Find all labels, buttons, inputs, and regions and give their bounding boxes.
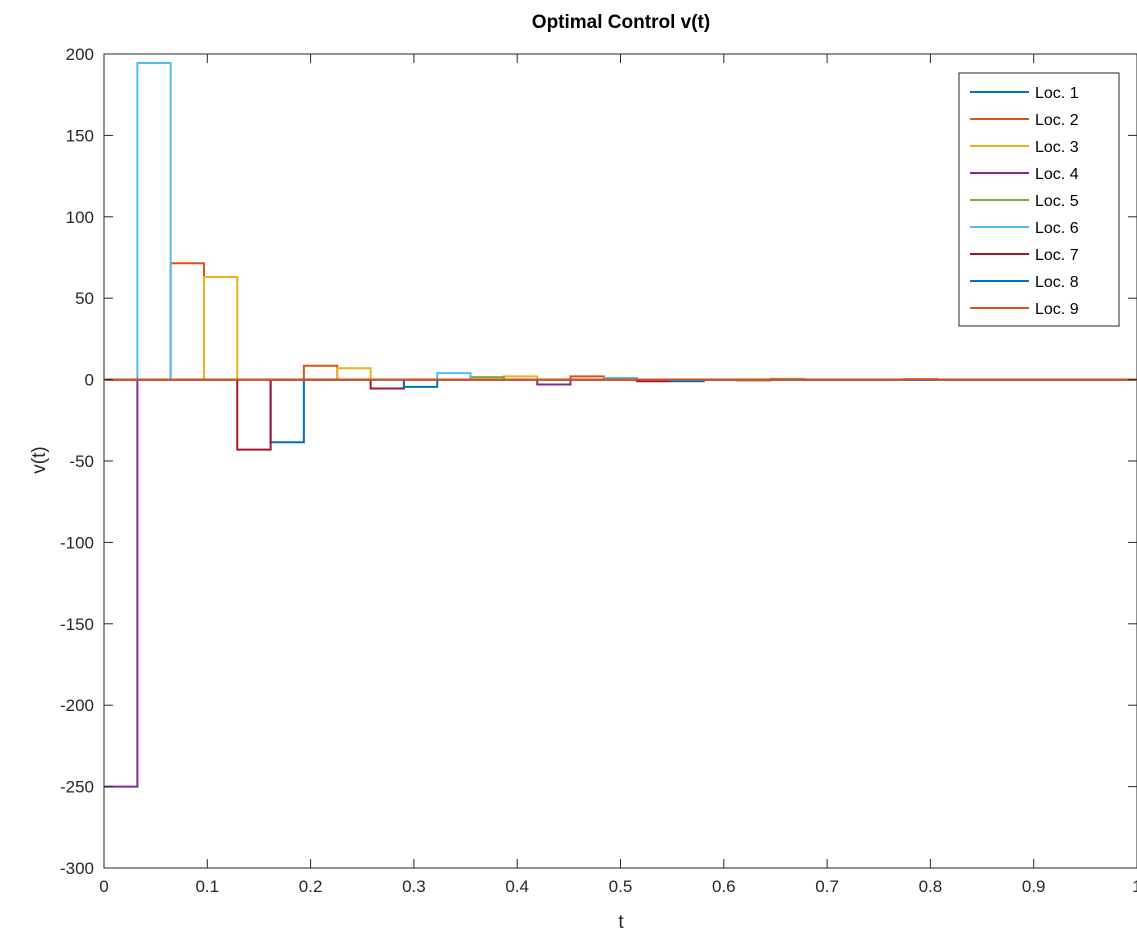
y-axis-label: v(t) xyxy=(29,446,50,473)
chart-title: Optimal Control v(t) xyxy=(532,12,710,33)
y-tick-label: 150 xyxy=(66,126,94,145)
y-tick-label: 100 xyxy=(66,208,94,227)
y-tick-label: -250 xyxy=(60,778,94,797)
y-tick-label: -150 xyxy=(60,615,94,634)
x-axis-label: t xyxy=(618,912,624,933)
x-tick-label: 0.5 xyxy=(609,877,633,896)
y-tick-label: -300 xyxy=(60,859,94,878)
y-tick-label: 200 xyxy=(66,45,94,64)
legend-label: Loc. 8 xyxy=(1035,274,1079,291)
y-tick-label: 0 xyxy=(85,371,94,390)
x-tick-label: 0.1 xyxy=(195,877,219,896)
x-tick-label: 0.9 xyxy=(1022,877,1046,896)
y-tick-label: -50 xyxy=(69,452,94,471)
y-tick-label: 50 xyxy=(75,289,94,308)
y-tick-label: -100 xyxy=(60,533,94,552)
legend-label: Loc. 9 xyxy=(1035,301,1079,318)
legend-label: Loc. 7 xyxy=(1035,247,1079,264)
legend-label: Loc. 4 xyxy=(1035,166,1079,183)
x-tick-label: 0.8 xyxy=(919,877,943,896)
legend-label: Loc. 3 xyxy=(1035,139,1079,156)
x-tick-label: 0.3 xyxy=(402,877,426,896)
legend-label: Loc. 5 xyxy=(1035,193,1079,210)
legend-label: Loc. 1 xyxy=(1035,85,1079,102)
legend-label: Loc. 2 xyxy=(1035,112,1079,129)
x-tick-label: 0.2 xyxy=(299,877,323,896)
legend: Loc. 1 Loc. 2 Loc. 3 Loc. 4 Loc. 5 Loc. 6 Loc.… xyxy=(958,72,1120,327)
y-tick-label: -200 xyxy=(60,696,94,715)
legend-label: Loc. 6 xyxy=(1035,220,1079,237)
x-tick-label: 1 xyxy=(1132,877,1137,896)
x-tick-label: 0.6 xyxy=(712,877,736,896)
x-tick-label: 0.7 xyxy=(815,877,839,896)
x-tick-label: 0.4 xyxy=(505,877,529,896)
x-tick-label: 0 xyxy=(99,877,108,896)
